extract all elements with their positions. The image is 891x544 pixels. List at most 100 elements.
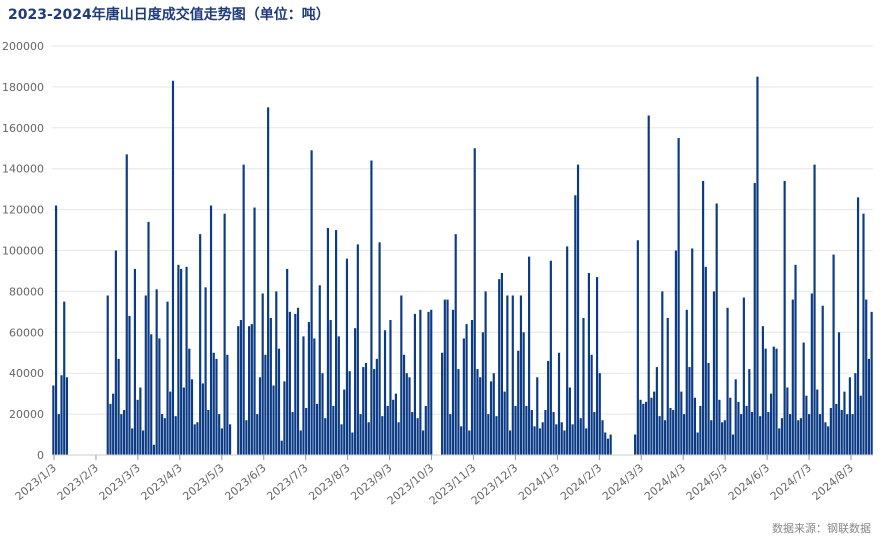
y-tick-label: 60000: [9, 326, 44, 339]
bar: [139, 387, 142, 455]
x-axis: 2023/1/32023/2/32023/3/32023/4/32023/5/3…: [13, 454, 873, 508]
bar: [302, 336, 305, 455]
bar: [125, 154, 128, 455]
bar: [528, 256, 531, 455]
bar: [492, 373, 495, 455]
bar: [503, 391, 506, 455]
bar: [642, 403, 645, 455]
bar: [560, 422, 563, 455]
bar: [644, 401, 648, 455]
bar: [242, 164, 245, 456]
x-tick-label: 2024/1/3: [516, 461, 562, 503]
x-tick-label: 2023/8/3: [306, 461, 352, 503]
bar: [117, 358, 120, 455]
bar: [536, 377, 539, 455]
bar: [555, 424, 558, 455]
bar: [764, 348, 767, 455]
bar: [386, 405, 389, 455]
bar: [682, 414, 686, 455]
bar: [778, 428, 781, 455]
bar: [549, 260, 552, 455]
bar: [411, 412, 414, 455]
bar: [824, 422, 827, 455]
bar: [335, 230, 338, 455]
bar: [207, 410, 210, 455]
bar: [867, 358, 871, 455]
bar: [506, 295, 509, 455]
bar: [408, 377, 411, 455]
bar: [239, 320, 243, 455]
bar: [321, 373, 324, 455]
bar: [598, 373, 601, 455]
bar: [734, 379, 737, 455]
bar: [522, 332, 525, 455]
y-tick-label: 80000: [9, 285, 44, 298]
bar: [639, 399, 642, 455]
bar: [726, 307, 729, 455]
bar: [767, 412, 770, 455]
bar: [326, 228, 330, 455]
bar: [196, 422, 199, 455]
chart-title: 2023-2024年唐山日度成交值走势图（单位：吨）: [8, 7, 330, 23]
y-tick-label: 40000: [9, 367, 44, 380]
bar: [419, 309, 422, 455]
bar: [794, 264, 797, 455]
bar: [332, 405, 335, 455]
bar: [237, 326, 240, 455]
bar: [514, 405, 517, 455]
bar: [460, 426, 463, 455]
bar: [161, 414, 164, 455]
bar: [473, 148, 476, 455]
bar: [704, 266, 707, 455]
bar: [672, 410, 675, 455]
bar: [489, 381, 493, 455]
bar: [405, 373, 408, 455]
y-tick-label: 0: [37, 449, 44, 462]
bar: [634, 434, 637, 455]
bar: [865, 299, 868, 455]
bar: [723, 420, 726, 455]
bar: [799, 418, 803, 455]
bar: [691, 248, 694, 455]
bar: [250, 324, 253, 455]
bar: [702, 180, 705, 455]
bar: [601, 420, 604, 455]
bar: [421, 430, 425, 455]
bar: [495, 416, 498, 455]
bar: [666, 317, 669, 455]
bar: [685, 309, 688, 455]
bar: [818, 414, 822, 455]
bar: [568, 387, 571, 455]
bar: [661, 291, 664, 455]
bar: [604, 432, 607, 455]
bar: [533, 426, 536, 455]
bar: [392, 399, 395, 455]
bar: [272, 385, 275, 455]
bar: [188, 348, 191, 455]
bar: [816, 389, 819, 455]
bar: [712, 291, 716, 455]
bar: [487, 414, 490, 455]
bar: [65, 377, 69, 455]
bar: [674, 250, 677, 455]
bar: [835, 403, 838, 455]
bar: [829, 407, 832, 455]
bar: [538, 428, 542, 455]
bar: [653, 391, 656, 455]
bar: [693, 397, 697, 455]
bar: [228, 424, 232, 455]
bar: [729, 397, 732, 455]
bar: [351, 432, 354, 455]
bar: [582, 317, 585, 455]
bar: [364, 362, 368, 455]
bar: [209, 205, 213, 455]
bar: [163, 418, 166, 455]
bar: [832, 254, 835, 455]
bar: [245, 420, 248, 455]
x-tick-label: 2024/7/3: [768, 461, 814, 503]
bar: [329, 320, 332, 455]
bar: [772, 346, 775, 455]
bar: [737, 401, 740, 455]
bar: [530, 410, 533, 455]
bar: [761, 326, 764, 455]
